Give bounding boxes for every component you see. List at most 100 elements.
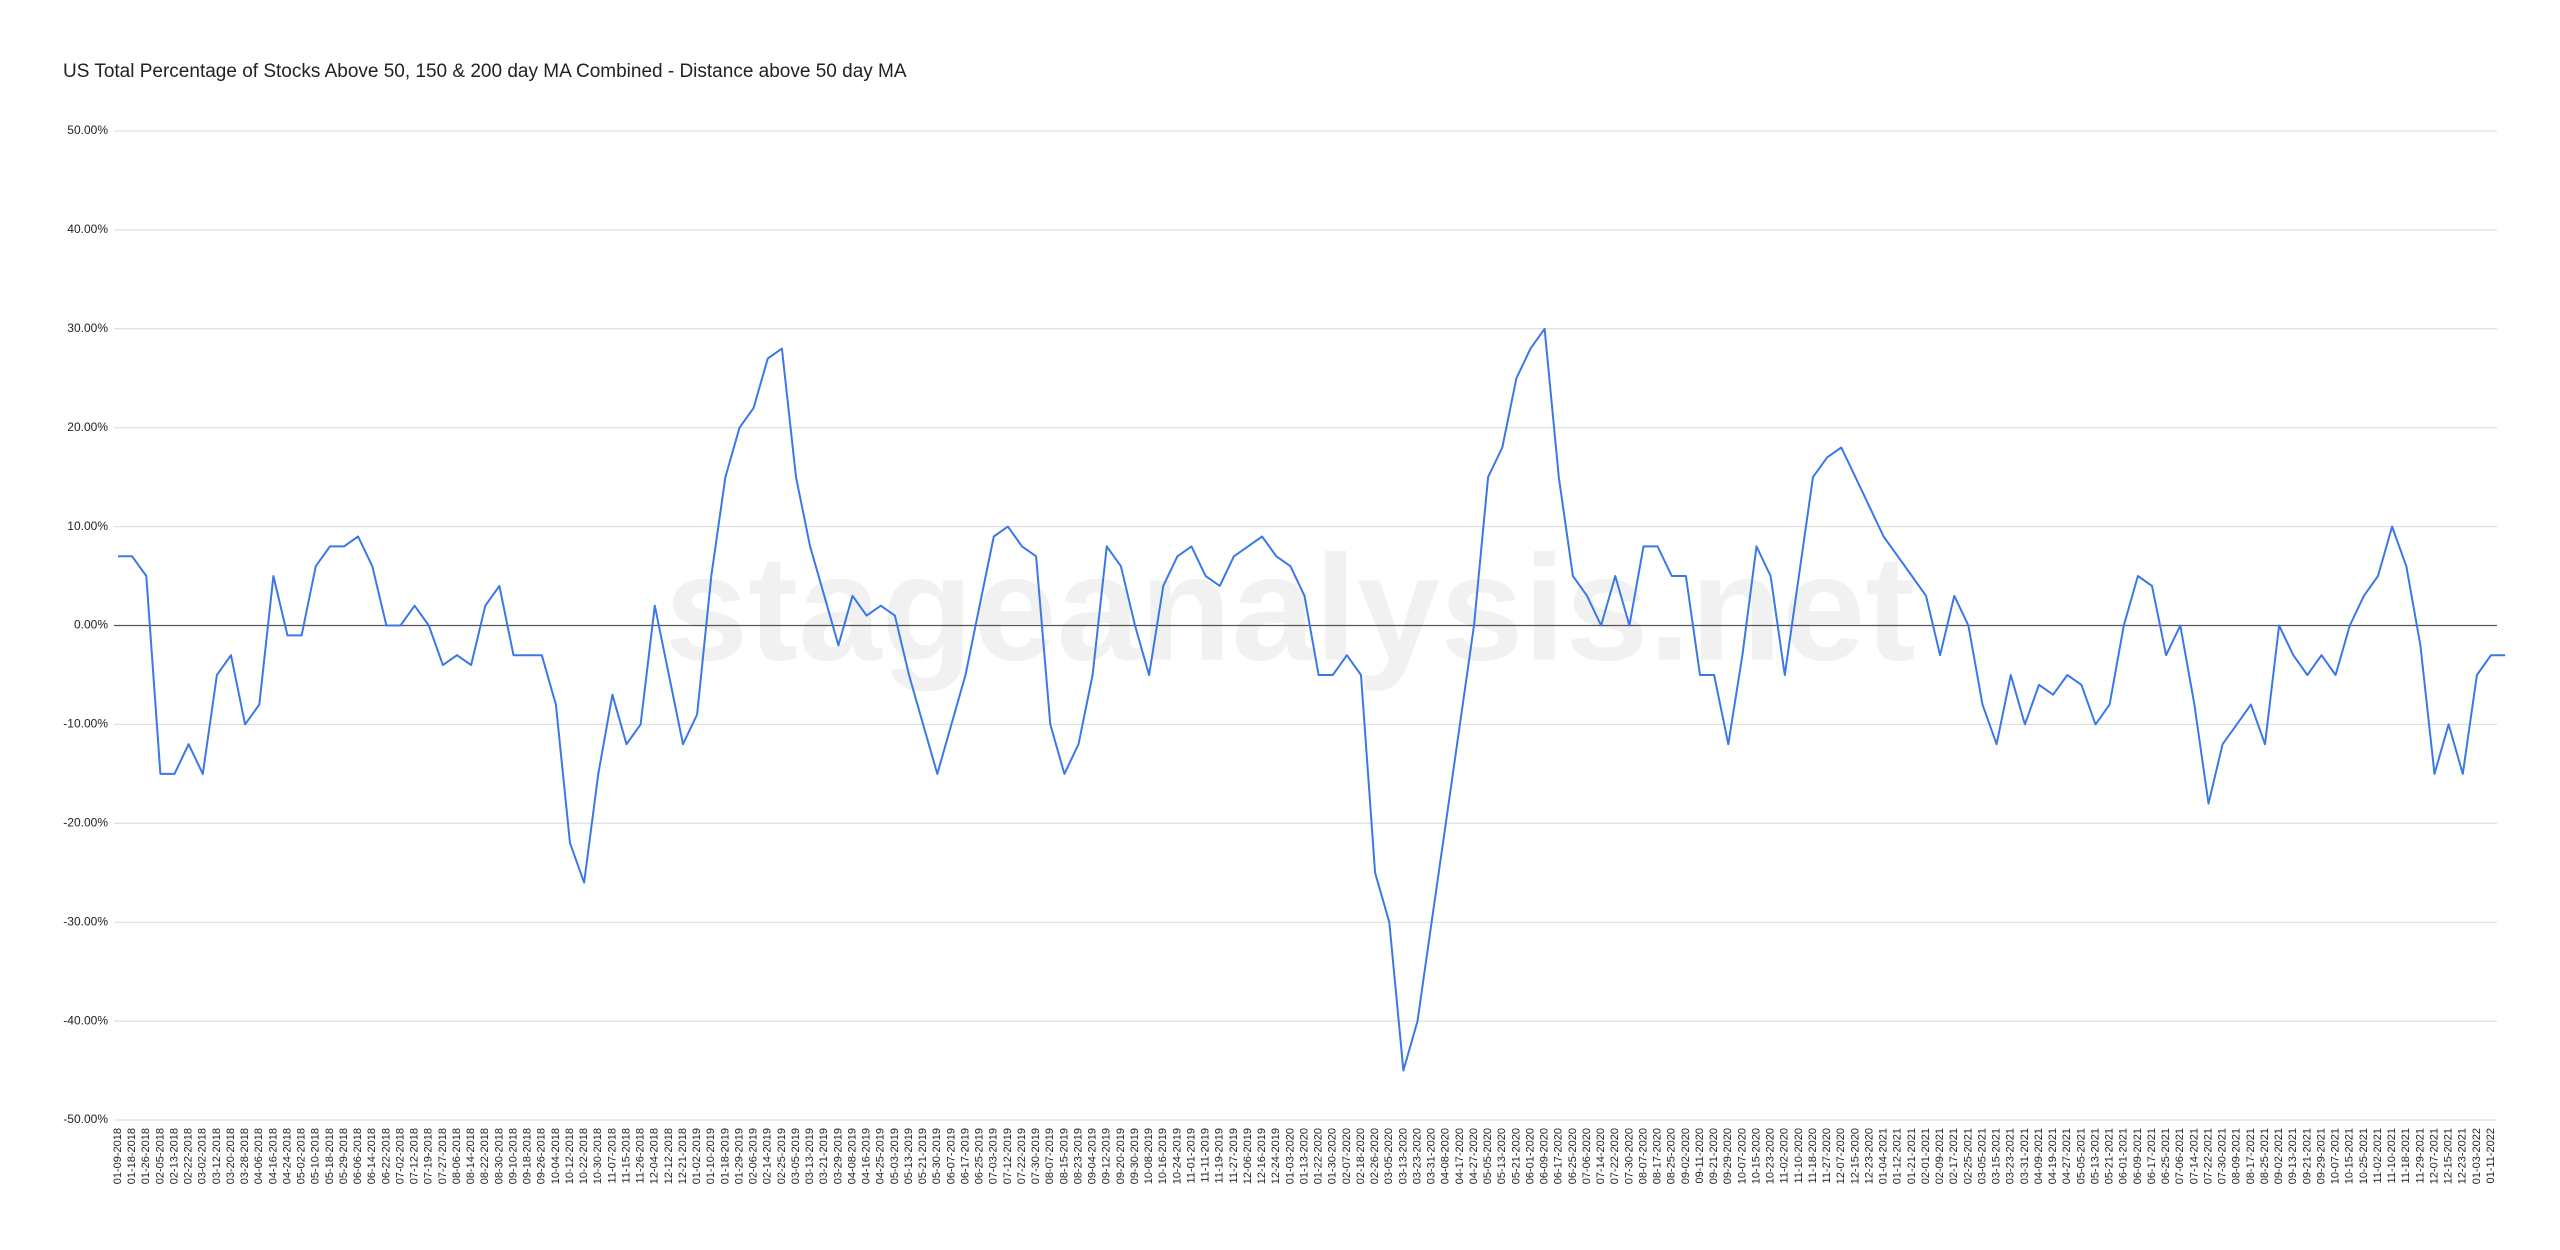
x-tick-label: 02-25-2021 [1962, 1128, 1974, 1184]
x-tick-label: 10-23-2020 [1765, 1128, 1777, 1184]
x-tick-label: 04-08-2020 [1440, 1128, 1452, 1184]
x-tick-label: 12-24-2019 [1270, 1128, 1282, 1184]
x-tick-label: 03-23-2020 [1411, 1128, 1423, 1184]
x-tick-label: 05-21-2020 [1510, 1128, 1522, 1184]
x-tick-label: 01-10-2019 [705, 1128, 717, 1184]
x-tick-label: 04-09-2021 [2033, 1128, 2045, 1184]
x-tick-label: 08-14-2018 [465, 1128, 477, 1184]
x-tick-label: 04-17-2020 [1454, 1128, 1466, 1184]
x-tick-label: 11-07-2018 [606, 1128, 618, 1183]
x-tick-label: 04-19-2021 [2047, 1128, 2059, 1184]
x-tick-label: 08-22-2018 [479, 1128, 491, 1184]
x-tick-label: 09-13-2021 [2287, 1128, 2299, 1184]
y-tick-label: 20.00% [67, 420, 108, 434]
x-tick-label: 06-14-2018 [366, 1128, 378, 1184]
x-tick-label: 01-21-2021 [1906, 1128, 1918, 1184]
x-tick-label: 11-02-2020 [1779, 1128, 1791, 1183]
x-tick-label: 01-29-2019 [733, 1128, 745, 1184]
x-tick-label: 06-17-2021 [2146, 1128, 2158, 1184]
x-tick-label: 06-01-2020 [1524, 1128, 1536, 1184]
x-tick-label: 08-17-2021 [2245, 1128, 2257, 1184]
x-tick-label: 08-30-2018 [493, 1128, 505, 1184]
x-tick-label: 05-02-2018 [296, 1128, 308, 1184]
x-tick-label: 02-06-2019 [748, 1128, 760, 1184]
x-tick-label: 07-30-2020 [1623, 1128, 1635, 1184]
x-tick-label: 04-27-2021 [2061, 1128, 2073, 1184]
x-tick-label: 07-12-2018 [409, 1128, 421, 1184]
x-tick-label: 09-04-2019 [1087, 1128, 1099, 1184]
x-tick-label: 06-17-2020 [1553, 1128, 1565, 1184]
x-tick-label: 10-04-2018 [550, 1128, 562, 1184]
x-tick-label: 02-05-2018 [154, 1128, 166, 1184]
x-tick-label: 06-09-2021 [2132, 1128, 2144, 1184]
x-tick-label: 07-22-2019 [1016, 1128, 1028, 1184]
x-tick-label: 03-28-2018 [239, 1128, 251, 1184]
x-tick-label: 02-13-2018 [168, 1128, 180, 1184]
x-tick-label: 09-18-2018 [522, 1128, 534, 1184]
x-tick-label: 10-08-2019 [1143, 1128, 1155, 1184]
x-tick-label: 08-23-2019 [1072, 1128, 1084, 1184]
x-tick-label: 01-04-2021 [1878, 1128, 1890, 1184]
x-tick-label: 10-30-2018 [592, 1128, 604, 1184]
x-tick-label: 06-09-2020 [1539, 1128, 1551, 1184]
x-tick-label: 10-25-2021 [2358, 1128, 2370, 1184]
x-tick-label: 01-03-2022 [2471, 1128, 2483, 1184]
x-tick-label: 07-02-2018 [394, 1128, 406, 1184]
x-tick-label: 06-25-2020 [1567, 1128, 1579, 1184]
x-tick-label: 02-18-2020 [1355, 1128, 1367, 1184]
x-tick-label: 09-26-2018 [536, 1128, 548, 1184]
x-tick-label: 04-24-2018 [281, 1128, 293, 1184]
y-tick-label: 30.00% [67, 321, 108, 335]
x-tick-label: 07-22-2021 [2202, 1128, 2214, 1184]
x-tick-label: 05-05-2020 [1482, 1128, 1494, 1184]
x-tick-label: 04-08-2019 [846, 1128, 858, 1184]
x-tick-label: 12-07-2020 [1835, 1128, 1847, 1184]
x-tick-label: 02-17-2021 [1948, 1128, 1960, 1184]
x-tick-label: 02-25-2019 [776, 1128, 788, 1184]
x-tick-label: 12-12-2018 [663, 1128, 675, 1184]
x-tick-label: 09-02-2021 [2273, 1128, 2285, 1184]
x-tick-label: 12-07-2021 [2428, 1128, 2440, 1184]
x-tick-label: 09-20-2019 [1115, 1128, 1127, 1184]
x-tick-label: 01-18-2019 [719, 1128, 731, 1184]
x-tick-label: 12-23-2020 [1863, 1128, 1875, 1184]
x-tick-label: 05-05-2021 [2075, 1128, 2087, 1184]
x-tick-label: 05-21-2019 [917, 1128, 929, 1184]
x-tick-label: 09-02-2020 [1680, 1128, 1692, 1184]
x-tick-label: 11-10-2020 [1793, 1128, 1805, 1183]
x-tick-label: 05-13-2020 [1496, 1128, 1508, 1184]
x-tick-label: 06-17-2019 [959, 1128, 971, 1184]
x-tick-label: 12-23-2021 [2457, 1128, 2469, 1184]
x-tick-label: 09-10-2018 [507, 1128, 519, 1184]
x-tick-label: 09-29-2021 [2315, 1128, 2327, 1184]
chart-title: US Total Percentage of Stocks Above 50, … [63, 61, 907, 82]
x-tick-label: 01-09-2018 [112, 1128, 124, 1184]
x-tick-label: 03-02-2018 [197, 1128, 209, 1184]
y-tick-label: 10.00% [67, 519, 108, 533]
x-tick-label: 10-15-2021 [2344, 1128, 2356, 1184]
x-tick-label: 09-21-2020 [1708, 1128, 1720, 1184]
x-tick-label: 03-05-2021 [1976, 1128, 1988, 1184]
x-tick-label: 09-29-2020 [1722, 1128, 1734, 1184]
x-tick-label: 01-30-2020 [1327, 1128, 1339, 1184]
data-line [118, 327, 2506, 1072]
x-tick-label: 01-26-2018 [140, 1128, 152, 1184]
x-tick-label: 02-01-2021 [1920, 1128, 1932, 1184]
x-tick-label: 11-18-2020 [1807, 1128, 1819, 1183]
x-tick-label: 10-07-2021 [2330, 1128, 2342, 1184]
x-tick-label: 08-06-2018 [451, 1128, 463, 1184]
x-tick-label: 08-09-2021 [2231, 1128, 2243, 1184]
x-tick-label: 01-11-2022 [2485, 1128, 2497, 1183]
x-tick-label: 05-10-2018 [310, 1128, 322, 1184]
x-tick-label: 11-15-2018 [620, 1128, 632, 1183]
x-tick-label: 06-06-2018 [352, 1128, 364, 1184]
y-tick-label: 50.00% [67, 123, 108, 137]
x-tick-label: 03-13-2020 [1397, 1128, 1409, 1184]
x-tick-label: 08-07-2020 [1637, 1128, 1649, 1184]
x-tick-label: 03-05-2020 [1383, 1128, 1395, 1184]
x-tick-label: 07-03-2019 [988, 1128, 1000, 1184]
y-tick-label: -50.00% [63, 1112, 108, 1126]
x-tick-label: 04-27-2020 [1468, 1128, 1480, 1184]
x-tick-label: 02-22-2018 [183, 1128, 195, 1184]
